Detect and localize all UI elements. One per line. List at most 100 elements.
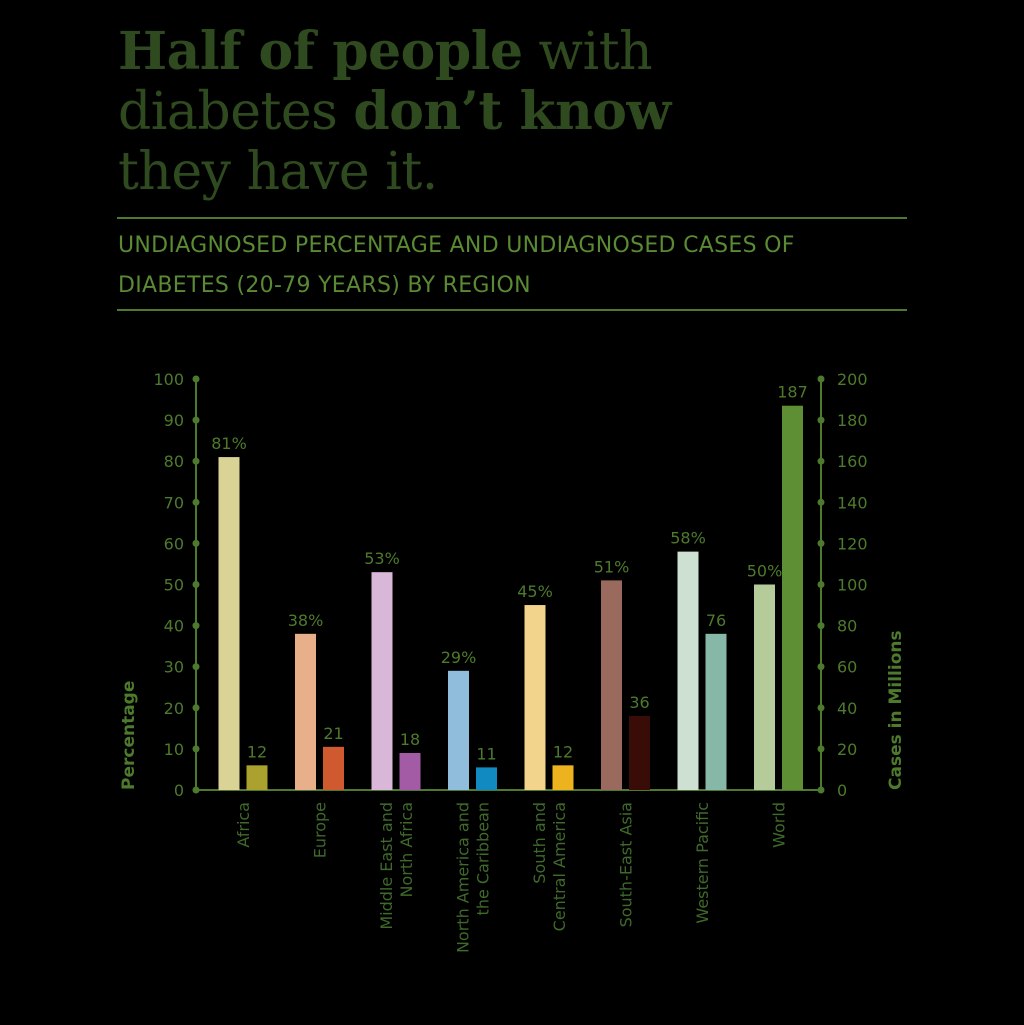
- category-label: World: [770, 802, 789, 848]
- cases-value-label: 36: [629, 693, 649, 712]
- right-tick-label: 120: [837, 534, 868, 553]
- right-tick-dot: [817, 745, 825, 753]
- left-tick-dot: [192, 745, 200, 753]
- percentage-value-label: 51%: [594, 557, 630, 576]
- percentage-bar: [754, 584, 775, 790]
- right-tick-dot: [817, 622, 825, 630]
- right-tick-dot: [817, 663, 825, 671]
- category-label: North Africa: [397, 802, 416, 897]
- percentage-value-label: 50%: [747, 562, 783, 581]
- cases-bar: [246, 765, 268, 790]
- cases-value-label: 21: [323, 724, 343, 743]
- right-tick-label: 180: [837, 411, 868, 430]
- percentage-value-label: 58%: [670, 529, 706, 548]
- cases-value-label: 12: [553, 742, 573, 761]
- right-tick-label: 20: [837, 740, 857, 759]
- left-tick-dot: [192, 539, 200, 547]
- category-label: Middle East and: [377, 802, 396, 930]
- chart-headline: Half of people with diabetes don’t know …: [118, 21, 918, 203]
- headline-line-3: they have it.: [118, 142, 438, 202]
- left-tick-label: 80: [164, 452, 184, 471]
- category-label: South and: [530, 802, 549, 884]
- category-label: North America and: [454, 802, 473, 953]
- headline-line-1: Half of people with: [118, 21, 918, 83]
- cases-value-label: 12: [247, 742, 267, 761]
- category-label: Central America: [550, 802, 569, 931]
- right-tick-dot: [817, 786, 825, 794]
- right-tick-dot: [817, 581, 825, 588]
- headline-start-2: diabetes: [118, 82, 354, 142]
- percentage-value-label: 38%: [288, 611, 324, 630]
- cases-bar: [782, 405, 803, 790]
- category-label: South-East Asia: [617, 802, 636, 927]
- left-tick-dot: [192, 663, 200, 671]
- right-tick-label: 40: [837, 699, 857, 718]
- left-tick-label: 0: [174, 781, 184, 800]
- left-tick-dot: [192, 416, 200, 424]
- right-tick-dot: [817, 416, 825, 424]
- percentage-bar: [218, 457, 240, 790]
- right-tick-label: 140: [837, 493, 868, 512]
- cases-bar: [323, 746, 344, 790]
- category-label: Western Pacific: [693, 802, 712, 924]
- left-tick-label: 50: [164, 576, 184, 595]
- percentage-value-label: 29%: [441, 648, 477, 667]
- left-tick-dot: [192, 457, 200, 465]
- y2-axis-title: Cases in Millions: [886, 630, 906, 790]
- right-tick-label: 60: [837, 658, 857, 677]
- headline-bold-2: don’t know: [353, 81, 671, 142]
- right-tick-dot: [817, 539, 825, 547]
- left-tick-label: 70: [164, 493, 184, 512]
- cases-value-label: 187: [777, 383, 808, 402]
- right-tick-dot: [817, 704, 825, 712]
- right-tick-label: 0: [837, 781, 847, 800]
- percentage-bar: [601, 580, 622, 790]
- cases-bar: [629, 716, 650, 790]
- left-tick-dot: [192, 375, 200, 383]
- left-tick-dot: [192, 581, 200, 588]
- right-tick-label: 100: [837, 576, 868, 595]
- cases-value-label: 76: [706, 611, 726, 630]
- y-axis-title: Percentage: [119, 681, 139, 790]
- headline-line-2: diabetes don’t know: [118, 81, 918, 143]
- left-tick-label: 100: [153, 370, 184, 389]
- right-tick-dot: [817, 457, 825, 465]
- percentage-bar: [677, 551, 699, 790]
- headline-bold-1: Half of people: [118, 21, 523, 82]
- percentage-bar: [448, 670, 469, 790]
- right-tick-dot: [817, 498, 825, 506]
- category-label: Africa: [234, 802, 253, 848]
- bottom-divider: [117, 309, 907, 311]
- left-tick-label: 20: [164, 699, 184, 718]
- percentage-value-label: 53%: [364, 549, 400, 568]
- headline-rest-1: with: [522, 22, 653, 82]
- cases-bar: [476, 767, 497, 790]
- left-tick-label: 10: [164, 740, 184, 759]
- cases-value-label: 18: [400, 730, 420, 749]
- left-tick-dot: [192, 498, 200, 506]
- left-tick-label: 90: [164, 411, 184, 430]
- percentage-bar: [524, 605, 546, 790]
- left-tick-dot: [192, 622, 200, 630]
- cases-bar: [552, 765, 574, 790]
- right-tick-dot: [817, 375, 825, 383]
- category-label: the Caribbean: [474, 802, 493, 915]
- top-divider: [117, 217, 907, 219]
- right-tick-label: 200: [837, 370, 868, 389]
- right-tick-label: 80: [837, 617, 857, 636]
- cases-value-label: 11: [476, 744, 496, 763]
- chart-subtitle: UNDIAGNOSED PERCENTAGE AND UNDIAGNOSED C…: [118, 233, 795, 298]
- cases-bar: [705, 633, 727, 790]
- percentage-value-label: 45%: [517, 582, 553, 601]
- category-label: Europe: [311, 802, 330, 858]
- percentage-bar: [371, 572, 393, 790]
- left-tick-label: 40: [164, 617, 184, 636]
- left-tick-dot: [192, 704, 200, 712]
- left-tick-label: 30: [164, 658, 184, 677]
- percentage-bar: [295, 633, 316, 790]
- cases-bar: [399, 753, 421, 790]
- left-tick-dot: [192, 786, 200, 794]
- percentage-value-label: 81%: [211, 434, 247, 453]
- right-tick-label: 160: [837, 452, 868, 471]
